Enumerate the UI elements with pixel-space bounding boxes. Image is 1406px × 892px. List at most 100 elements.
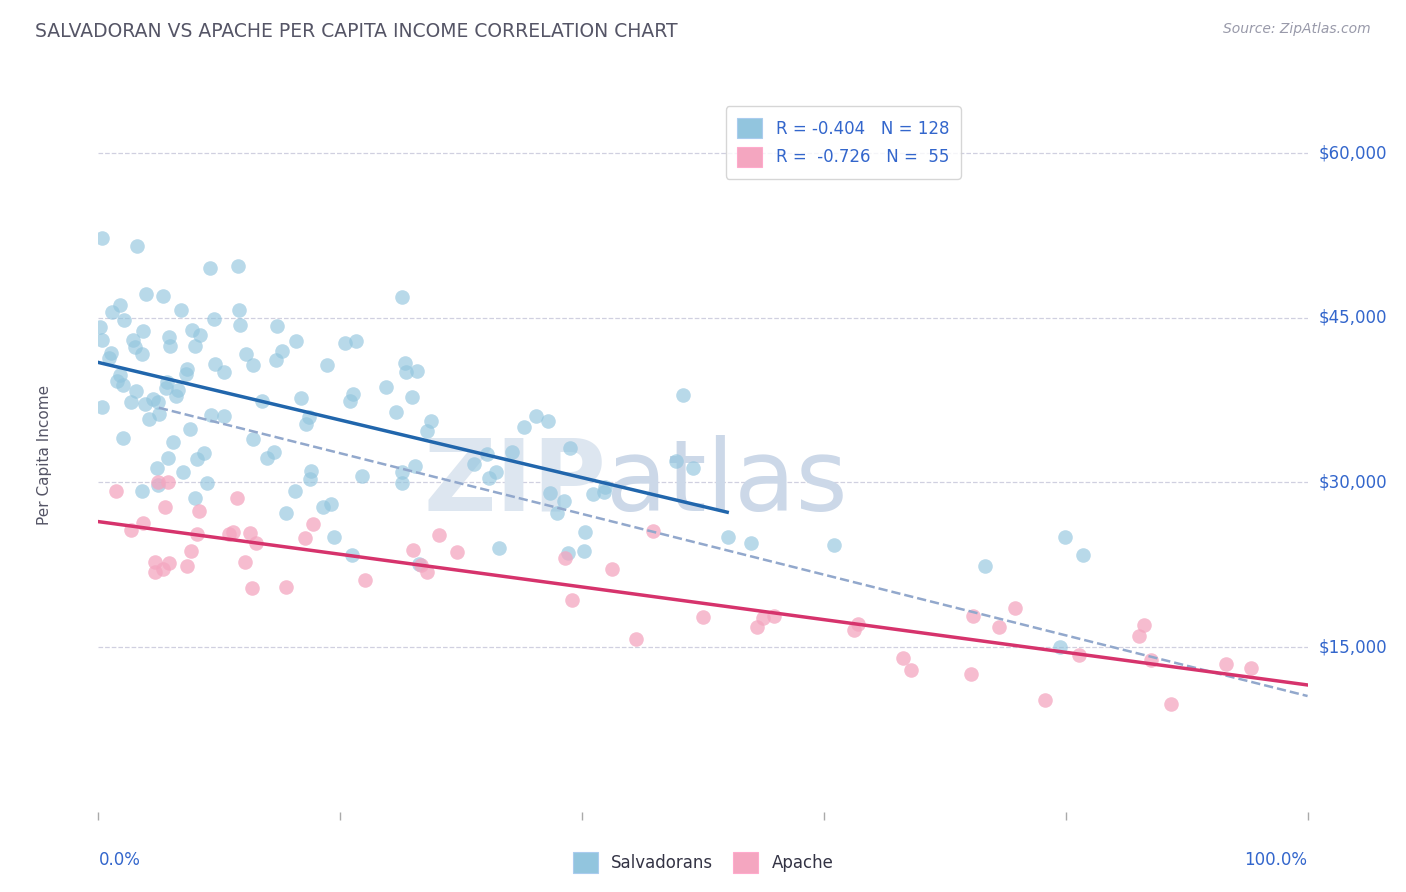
Point (340, 548, 363, 562)
Point (172, 466, 194, 480)
Point (170, 302, 193, 317)
Point (960, 667, 983, 681)
Point (385, 405, 408, 419)
Point (299, 472, 322, 486)
Point (179, 422, 201, 436)
Point (114, 313, 136, 327)
Point (374, 380, 396, 394)
Point (142, 392, 165, 407)
Point (557, 546, 579, 560)
Point (1049, 640, 1071, 654)
Point (143, 556, 166, 570)
Point (408, 557, 430, 571)
Point (148, 475, 170, 490)
Point (416, 565, 439, 579)
Point (110, 298, 132, 312)
Point (131, 516, 153, 531)
Point (1004, 600, 1026, 615)
Point (339, 394, 361, 409)
Point (316, 358, 339, 372)
Point (593, 480, 616, 494)
Point (195, 475, 218, 490)
Text: $60,000: $60,000 (1319, 144, 1388, 162)
Point (406, 364, 429, 378)
Text: 0.0%: 0.0% (98, 851, 141, 869)
Point (184, 491, 207, 505)
Point (446, 545, 468, 559)
Point (97, 351, 120, 366)
Point (682, 460, 704, 475)
Point (846, 617, 869, 632)
Point (391, 290, 413, 304)
Point (394, 366, 416, 380)
Text: $45,000: $45,000 (1319, 309, 1388, 326)
Point (263, 445, 285, 459)
Point (186, 452, 208, 467)
Point (299, 464, 322, 478)
Point (202, 312, 225, 326)
Point (553, 494, 575, 508)
Point (274, 580, 297, 594)
Point (138, 411, 160, 425)
Point (295, 417, 318, 431)
Point (134, 397, 156, 411)
Point (125, 384, 148, 398)
Point (740, 536, 762, 550)
Point (91, 231, 114, 245)
Point (143, 565, 166, 579)
Point (156, 450, 179, 465)
Point (974, 558, 997, 573)
Point (145, 460, 167, 475)
Point (176, 558, 198, 573)
Point (148, 478, 170, 492)
Point (132, 324, 155, 338)
Point (190, 327, 212, 342)
Point (233, 555, 256, 569)
Point (226, 491, 249, 505)
Point (350, 468, 373, 483)
Point (891, 651, 914, 665)
Point (193, 446, 215, 460)
Point (574, 544, 596, 558)
Point (212, 365, 235, 379)
Point (1160, 697, 1182, 711)
Point (180, 543, 202, 558)
Point (987, 620, 1010, 634)
Text: 100.0%: 100.0% (1244, 851, 1308, 869)
Point (226, 259, 249, 273)
Point (558, 441, 581, 455)
Point (513, 420, 536, 434)
Point (155, 381, 177, 395)
Point (823, 538, 845, 552)
Point (409, 558, 432, 572)
Point (401, 542, 423, 557)
Point (181, 323, 204, 337)
Point (1140, 653, 1163, 667)
Point (485, 465, 508, 479)
Point (962, 608, 984, 623)
Point (478, 471, 501, 485)
Point (344, 334, 367, 348)
Point (157, 475, 180, 490)
Point (752, 611, 775, 625)
Point (538, 486, 561, 500)
Point (200, 409, 222, 423)
Point (574, 524, 596, 539)
Point (239, 526, 262, 541)
Point (284, 484, 307, 499)
Point (184, 338, 207, 352)
Point (165, 388, 187, 402)
Point (250, 394, 273, 409)
Point (582, 486, 605, 500)
Point (120, 395, 142, 409)
Point (157, 556, 180, 570)
Point (463, 458, 485, 472)
Point (593, 484, 616, 499)
Point (1053, 530, 1076, 544)
Point (1240, 661, 1263, 675)
Point (420, 414, 443, 428)
Point (322, 530, 344, 544)
Point (284, 334, 307, 348)
Point (228, 302, 250, 317)
Text: SALVADORAN VS APACHE PER CAPITA INCOME CORRELATION CHART: SALVADORAN VS APACHE PER CAPITA INCOME C… (35, 22, 678, 41)
